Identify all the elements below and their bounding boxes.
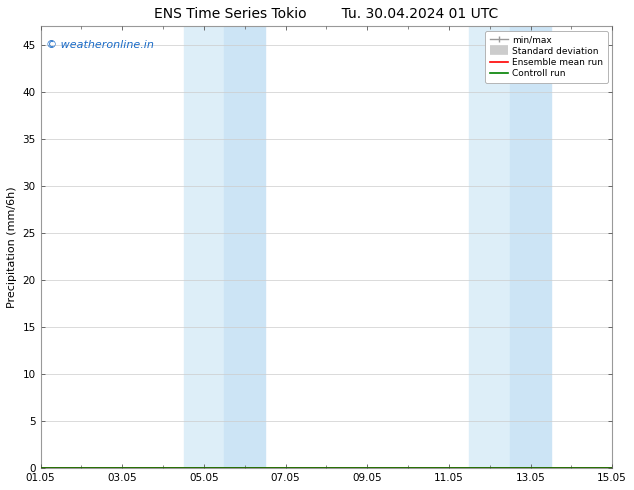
Legend: min/max, Standard deviation, Ensemble mean run, Controll run: min/max, Standard deviation, Ensemble me…: [485, 31, 607, 83]
Y-axis label: Precipitation (mm/6h): Precipitation (mm/6h): [7, 186, 17, 308]
Bar: [469, 26, 510, 468]
Title: ENS Time Series Tokio        Tu. 30.04.2024 01 UTC: ENS Time Series Tokio Tu. 30.04.2024 01 …: [154, 7, 498, 21]
Bar: [224, 26, 265, 468]
Bar: [510, 26, 551, 468]
Bar: [183, 26, 224, 468]
Text: © weatheronline.in: © weatheronline.in: [46, 40, 154, 49]
